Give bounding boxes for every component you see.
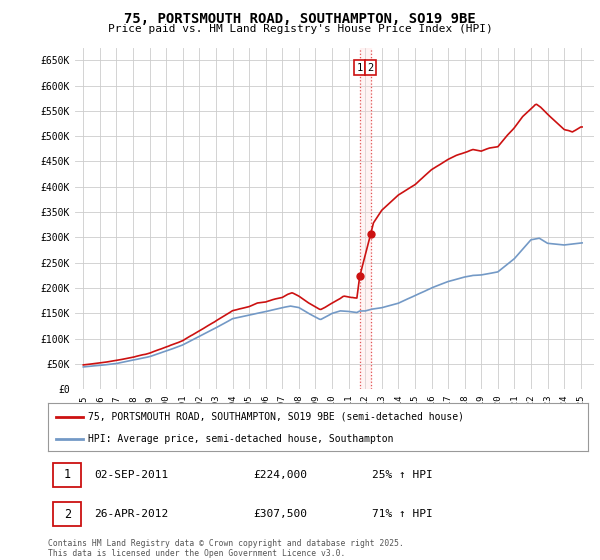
Text: Price paid vs. HM Land Registry's House Price Index (HPI): Price paid vs. HM Land Registry's House …	[107, 24, 493, 34]
Text: 25% ↑ HPI: 25% ↑ HPI	[372, 470, 433, 480]
Text: 1: 1	[64, 468, 71, 482]
Text: £307,500: £307,500	[253, 509, 307, 519]
Text: Contains HM Land Registry data © Crown copyright and database right 2025.
This d: Contains HM Land Registry data © Crown c…	[48, 539, 404, 558]
Text: 75, PORTSMOUTH ROAD, SOUTHAMPTON, SO19 9BE (semi-detached house): 75, PORTSMOUTH ROAD, SOUTHAMPTON, SO19 9…	[89, 412, 464, 422]
Bar	[360, 48, 371, 389]
FancyBboxPatch shape	[53, 502, 82, 526]
FancyBboxPatch shape	[53, 463, 82, 487]
Text: 26-APR-2012: 26-APR-2012	[94, 509, 168, 519]
Text: 2: 2	[368, 63, 374, 73]
Text: 2: 2	[64, 507, 71, 521]
Text: 71% ↑ HPI: 71% ↑ HPI	[372, 509, 433, 519]
Text: 1: 1	[356, 63, 363, 73]
Text: 75, PORTSMOUTH ROAD, SOUTHAMPTON, SO19 9BE: 75, PORTSMOUTH ROAD, SOUTHAMPTON, SO19 9…	[124, 12, 476, 26]
Text: 02-SEP-2011: 02-SEP-2011	[94, 470, 168, 480]
Text: HPI: Average price, semi-detached house, Southampton: HPI: Average price, semi-detached house,…	[89, 434, 394, 444]
Text: £224,000: £224,000	[253, 470, 307, 480]
